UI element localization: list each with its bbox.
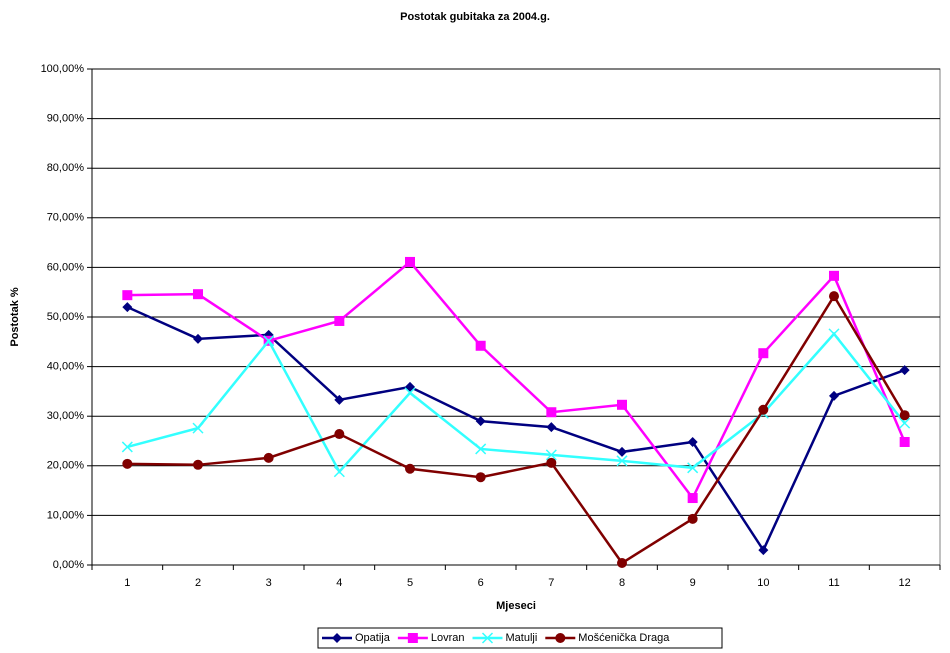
data-point	[758, 404, 769, 415]
data-point	[829, 291, 839, 302]
data-point	[475, 472, 486, 483]
data-point	[617, 558, 627, 569]
x-tick-label: 5	[407, 577, 413, 589]
data-point	[334, 315, 345, 326]
data-point	[617, 446, 627, 457]
data-point	[546, 407, 557, 418]
x-tick-label: 10	[757, 577, 769, 589]
data-point	[122, 302, 133, 313]
data-point	[899, 436, 910, 447]
data-point	[475, 340, 486, 351]
data-point	[617, 399, 627, 410]
data-point	[687, 513, 698, 524]
series-line	[127, 293, 906, 565]
data-point	[828, 328, 840, 340]
legend-label: Matulji	[506, 632, 538, 644]
x-tick-label: 4	[336, 577, 342, 589]
y-tick-label: 40,00%	[47, 361, 85, 373]
x-axis-title: Mjeseci	[496, 600, 536, 612]
chart-title: Postotak gubitaka za 2004.g.	[400, 11, 550, 23]
legend	[317, 627, 723, 649]
legend-label: Lovran	[431, 632, 465, 644]
data-point	[546, 457, 557, 468]
data-point	[193, 289, 203, 300]
x-tick-label: 8	[619, 577, 625, 589]
y-tick-label: 0,00%	[53, 559, 84, 571]
x-tick-label: 6	[478, 577, 484, 589]
y-tick-label: 70,00%	[47, 212, 85, 224]
data-point	[404, 387, 416, 399]
x-tick-label: 9	[690, 577, 696, 589]
x-tick-label: 11	[828, 577, 839, 589]
y-tick-label: 50,00%	[47, 311, 85, 323]
data-point	[758, 545, 769, 556]
data-point	[192, 422, 204, 434]
legend-marker	[407, 633, 418, 643]
data-point	[405, 463, 415, 474]
x-tick-label: 1	[124, 577, 130, 589]
data-point	[829, 270, 839, 281]
data-point	[899, 365, 910, 376]
y-tick-label: 30,00%	[47, 410, 85, 422]
legend-marker	[332, 633, 342, 643]
data-point	[687, 436, 698, 447]
data-point	[829, 390, 839, 401]
data-point	[899, 417, 911, 429]
data-point	[121, 441, 133, 453]
legend-label: Mošćenička Draga	[578, 632, 670, 644]
y-tick-label: 80,00%	[47, 162, 85, 174]
series-line	[127, 260, 906, 501]
data-point	[475, 416, 486, 427]
data-point	[687, 462, 699, 474]
data-point	[263, 335, 275, 347]
series-line	[127, 331, 906, 474]
data-point	[122, 458, 133, 469]
x-tick-label: 12	[899, 577, 911, 589]
x-tick-label: 2	[195, 577, 201, 589]
data-point	[546, 422, 557, 433]
data-point	[475, 443, 487, 455]
y-tick-label: 90,00%	[47, 113, 85, 125]
data-point	[263, 452, 274, 463]
data-point	[193, 333, 203, 344]
y-tick-label: 20,00%	[47, 460, 85, 472]
data-point	[122, 290, 133, 301]
data-point	[545, 449, 557, 461]
legend-label: Opatija	[355, 632, 391, 644]
legend-marker	[555, 633, 566, 643]
x-tick-label: 7	[548, 577, 554, 589]
y-axis-title: Postotak %	[9, 287, 21, 347]
data-point	[334, 394, 345, 405]
data-point	[758, 348, 769, 359]
y-tick-label: 60,00%	[47, 261, 85, 273]
data-point	[616, 455, 628, 467]
series-line	[126, 305, 906, 553]
data-point	[687, 493, 698, 504]
legend-marker	[481, 632, 494, 644]
x-tick-label: 3	[266, 577, 272, 589]
data-point	[193, 459, 203, 470]
data-point	[334, 429, 345, 440]
data-point	[405, 256, 415, 267]
data-point	[333, 466, 345, 478]
y-tick-label: 10,00%	[47, 509, 85, 521]
data-point	[899, 410, 910, 421]
y-tick-label: 100,00%	[41, 63, 85, 75]
